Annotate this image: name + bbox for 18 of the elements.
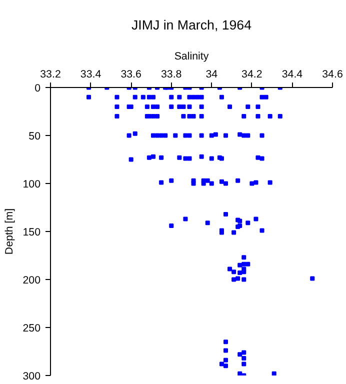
y-tick-label: 0 bbox=[34, 82, 41, 94]
x-tick-label: 34.6 bbox=[322, 68, 343, 80]
x-tick-label: 33.4 bbox=[80, 68, 102, 80]
x-axis-title: Salinity bbox=[174, 50, 210, 62]
y-tick-label: 250 bbox=[22, 322, 41, 334]
x-tick-label: 33.2 bbox=[40, 68, 61, 80]
x-tick-label: 34 bbox=[206, 68, 218, 80]
x-tick-label: 33.6 bbox=[120, 68, 142, 80]
y-tick-label: 300 bbox=[22, 370, 41, 382]
y-tick-label: 200 bbox=[22, 274, 41, 286]
y-axis-title: Depth [m] bbox=[4, 208, 16, 255]
y-tick-label: 100 bbox=[22, 178, 41, 190]
x-tick-label: 33.8 bbox=[160, 68, 182, 80]
chart-title: JIMJ in March, 1964 bbox=[132, 18, 252, 32]
y-tick-label: 150 bbox=[22, 226, 41, 238]
y-tick-label: 50 bbox=[28, 130, 41, 142]
x-tick-label: 34.4 bbox=[282, 68, 303, 80]
x-tick-label: 34.2 bbox=[242, 68, 262, 80]
